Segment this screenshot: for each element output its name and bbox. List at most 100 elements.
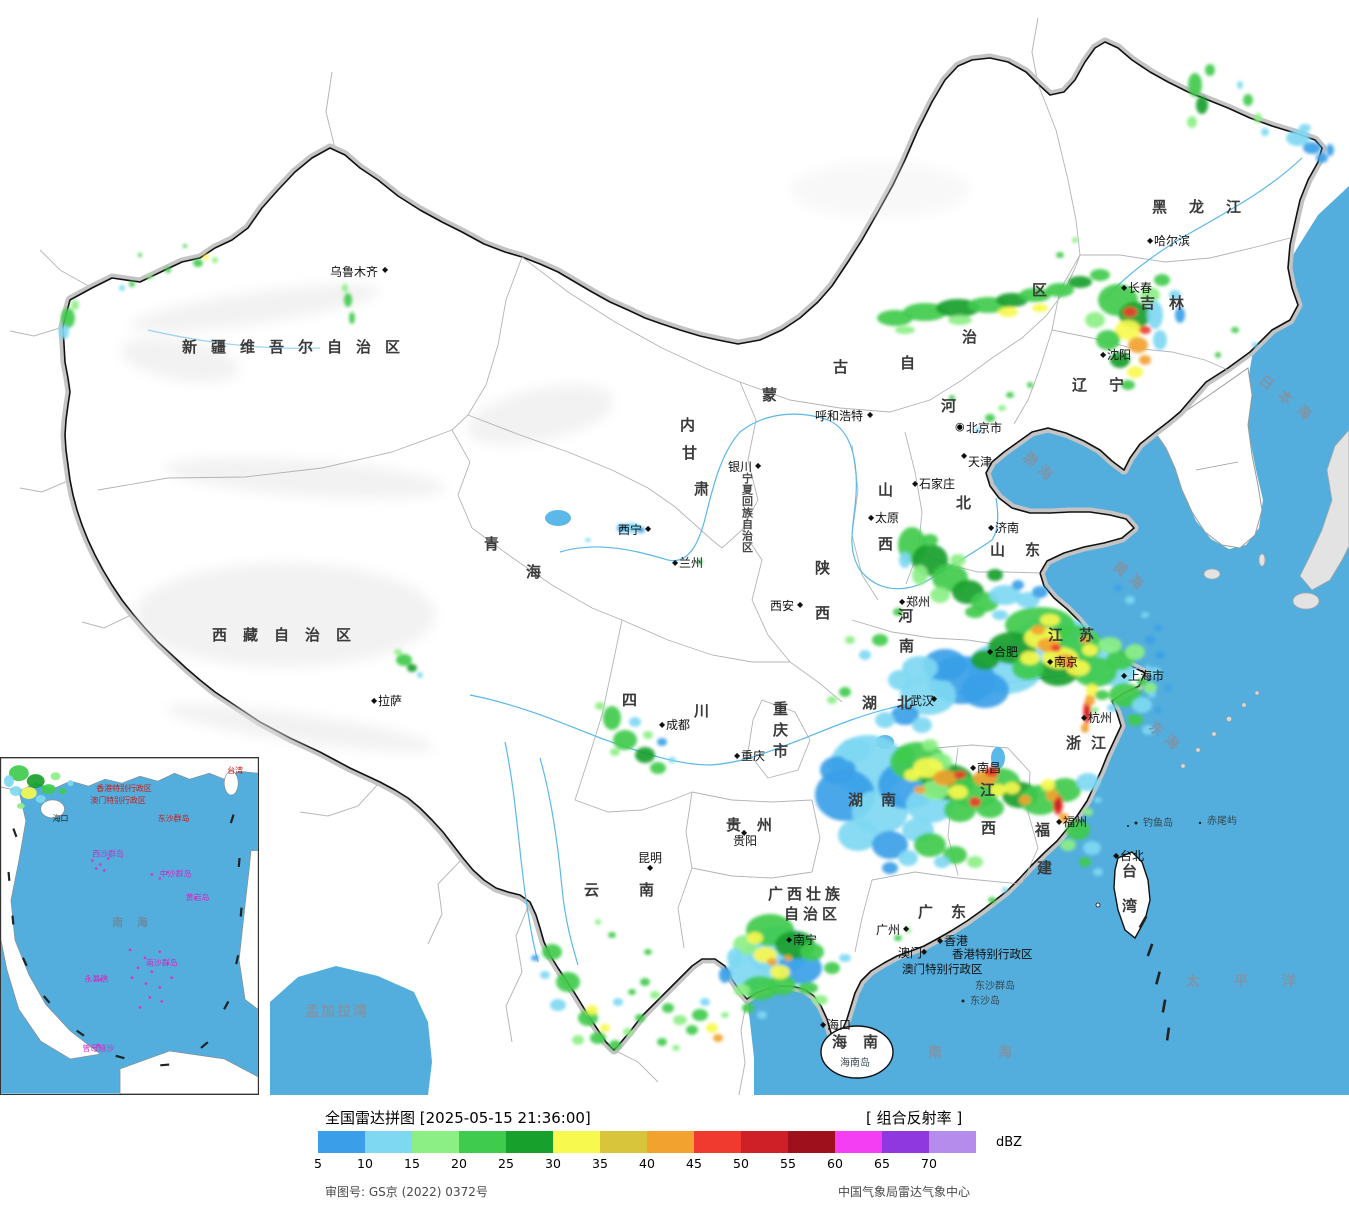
radar-echo bbox=[1139, 355, 1151, 365]
city-marker: ◆ bbox=[734, 751, 741, 760]
radar-echo bbox=[721, 1012, 729, 1018]
radar-echo bbox=[585, 538, 591, 542]
tarim-river bbox=[147, 329, 321, 349]
rivers-layer bbox=[147, 157, 1303, 966]
inset-label: 台湾 bbox=[227, 765, 243, 775]
radar-echo bbox=[798, 982, 818, 994]
radar-echo bbox=[613, 998, 623, 1006]
radar-echo bbox=[898, 850, 918, 866]
radar-echo bbox=[893, 608, 903, 616]
penghu-island bbox=[1095, 902, 1101, 908]
radar-echo bbox=[1051, 644, 1061, 652]
city-label: 福州 bbox=[1063, 814, 1087, 829]
legend-segment bbox=[553, 1131, 600, 1153]
radar-echo bbox=[1169, 290, 1181, 300]
radar-echo bbox=[349, 312, 355, 324]
legend-tick: 65 bbox=[874, 1156, 890, 1171]
radar-echo bbox=[1143, 682, 1157, 694]
radar-echo bbox=[713, 1034, 723, 1042]
radar-echo bbox=[992, 610, 1008, 620]
radar-echo bbox=[629, 717, 641, 727]
province-label: 海南 bbox=[832, 1033, 894, 1051]
radar-echo bbox=[944, 798, 976, 822]
island-dot bbox=[170, 976, 173, 979]
radar-echo bbox=[1055, 799, 1061, 811]
inset-label: 黄岩岛 bbox=[186, 892, 210, 902]
inset-vietnam-coast bbox=[1, 786, 101, 1060]
province-label: 宁夏回族自治区 bbox=[742, 471, 754, 554]
region-label: 澳门特别行政区 bbox=[902, 962, 983, 976]
radar-echo bbox=[1128, 337, 1148, 353]
radar-echo bbox=[1046, 283, 1074, 297]
island-dot bbox=[136, 966, 140, 969]
inset-label: 香港特别行政区 bbox=[96, 783, 152, 793]
city-marker: ◆ bbox=[931, 694, 938, 703]
inset-label: 澳门特别行政区 bbox=[90, 795, 146, 805]
inset-label: 东沙群岛 bbox=[158, 813, 190, 823]
radar-echo bbox=[784, 955, 792, 961]
radar-echo bbox=[1002, 887, 1008, 893]
city-label: 西宁 bbox=[618, 522, 642, 537]
province-label: 西 bbox=[878, 535, 893, 553]
radar-echo bbox=[1149, 667, 1161, 677]
inset-dash-layer bbox=[7, 814, 243, 1067]
city-marker: ◆ bbox=[970, 763, 977, 772]
radar-echo bbox=[767, 958, 777, 966]
province-label: 重庆市 bbox=[773, 700, 788, 760]
province-label: 辽宁 bbox=[1072, 376, 1146, 394]
radar-echo bbox=[1254, 113, 1262, 123]
province-label: 广东 bbox=[918, 903, 984, 921]
taiwan-island bbox=[1113, 851, 1151, 940]
radar-echo bbox=[673, 1015, 687, 1025]
inset-taiwan bbox=[223, 770, 239, 796]
radar-echo bbox=[1205, 64, 1215, 76]
sea-label: 南海 bbox=[928, 1044, 1068, 1061]
radar-echo bbox=[1059, 813, 1069, 823]
province-label: 甘 bbox=[682, 444, 697, 462]
radar-echo bbox=[1006, 392, 1014, 398]
radar-echo bbox=[1085, 694, 1095, 706]
radar-echo bbox=[1110, 352, 1130, 368]
radar-echo bbox=[987, 569, 1003, 581]
radar-echo bbox=[1079, 857, 1091, 867]
city-label: 昆明 bbox=[638, 851, 662, 865]
radar-echo bbox=[1066, 662, 1074, 668]
radar-echo bbox=[550, 999, 566, 1011]
city-label: 太原 bbox=[875, 510, 899, 525]
sea-layer bbox=[270, 186, 1349, 1095]
radar-echo bbox=[1125, 596, 1135, 604]
radar-echo bbox=[572, 1035, 584, 1045]
radar-echo bbox=[700, 998, 710, 1006]
province-label: 湖南 bbox=[848, 791, 914, 809]
radar-echo bbox=[1196, 96, 1208, 114]
province-label: 青 bbox=[484, 535, 499, 553]
province-label: 广西壮族 bbox=[768, 885, 844, 903]
legend-segment bbox=[835, 1131, 882, 1153]
radar-echo bbox=[1109, 683, 1141, 707]
boundary-dash bbox=[115, 1054, 125, 1060]
radar-echo-layer bbox=[59, 64, 1334, 1051]
island-dot bbox=[138, 1006, 142, 1009]
radar-echo bbox=[1032, 304, 1048, 312]
radar-echo bbox=[1082, 644, 1098, 656]
city-marker: ◆ bbox=[659, 720, 666, 729]
radar-echo bbox=[1107, 704, 1117, 712]
radar-echo bbox=[872, 634, 888, 646]
radar-echo bbox=[1237, 81, 1243, 89]
license-number: 审图号: GS京 (2022) 0372号 bbox=[325, 1185, 488, 1199]
radar-echo bbox=[933, 770, 957, 786]
radar-echo bbox=[914, 833, 946, 857]
boundary-dash bbox=[1155, 971, 1161, 985]
province-label: 川 bbox=[693, 702, 709, 720]
radar-echo bbox=[727, 948, 743, 968]
radar-echo bbox=[954, 771, 966, 779]
radar-echo bbox=[1114, 585, 1122, 591]
province-label: 西 bbox=[815, 604, 830, 622]
province-label: 山东 bbox=[990, 541, 1060, 559]
city-label: 长春 bbox=[1128, 281, 1152, 295]
legend-tick: 55 bbox=[780, 1156, 796, 1171]
city-marker: ◆ bbox=[1121, 671, 1128, 680]
province-label: 西 bbox=[981, 819, 996, 837]
inset-label: 南沙群岛 bbox=[146, 958, 178, 968]
city-label: 南宁 bbox=[793, 932, 817, 947]
